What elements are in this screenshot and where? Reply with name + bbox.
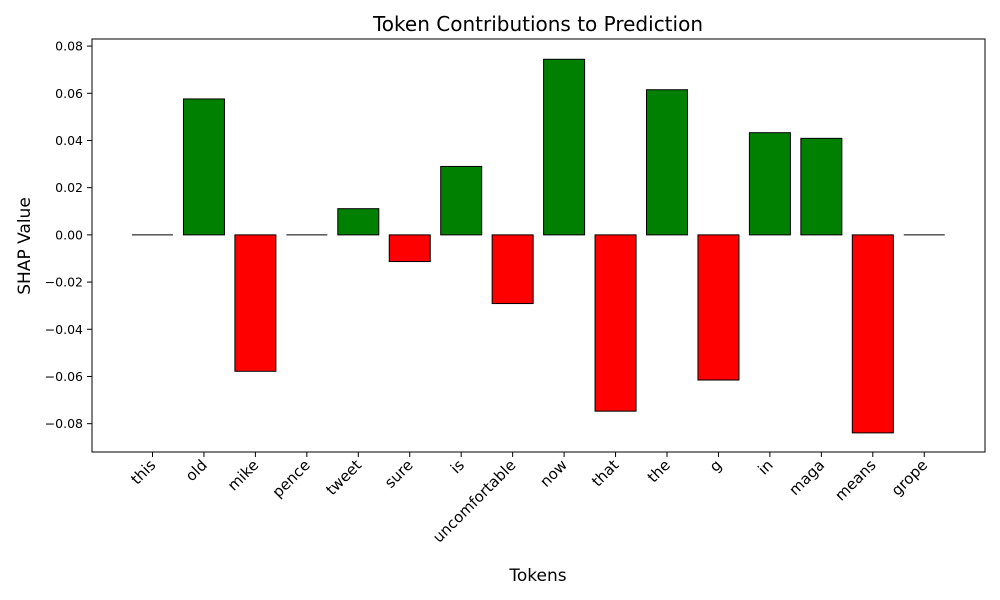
- x-tick-label-the: the: [644, 456, 674, 486]
- x-tick-label-maga: maga: [785, 456, 828, 499]
- x-tick-label-tweet: tweet: [322, 456, 365, 499]
- y-tick-label: 0.02: [55, 180, 83, 195]
- y-tick-label: 0.08: [55, 39, 83, 54]
- y-tick-label: 0.00: [55, 227, 83, 242]
- x-tick-label-pence: pence: [269, 456, 314, 501]
- x-tick-label-uncomfortable: uncomfortable: [429, 456, 519, 546]
- x-tick-label-sure: sure: [381, 456, 417, 492]
- bar-the: [646, 89, 688, 236]
- x-tick-label-is: is: [447, 456, 468, 477]
- bar-tweet: [337, 208, 380, 236]
- x-tick-label-in: in: [754, 456, 776, 478]
- bar-g: [697, 234, 740, 381]
- bar-mike: [234, 234, 277, 372]
- x-tick-label-mike: mike: [224, 456, 262, 494]
- x-tick-label-means: means: [831, 456, 879, 504]
- bar-means: [851, 234, 894, 434]
- y-axis-label: SHAP Value: [15, 197, 35, 295]
- bars-layer: [132, 58, 945, 434]
- chart-title: Token Contributions to Prediction: [372, 12, 703, 36]
- bar-sure: [388, 234, 431, 263]
- bar-in: [748, 132, 791, 236]
- y-tick-label: 0.06: [55, 86, 83, 101]
- y-tick-label: −0.02: [45, 275, 83, 290]
- y-tick-label: −0.04: [45, 322, 83, 337]
- x-tick-label-grope: grope: [888, 456, 931, 499]
- y-tick-label: −0.08: [45, 416, 83, 431]
- x-axis-ticks: this old mike pence tweet sure isuncomfortable…: [127, 452, 931, 546]
- x-tick-label-now: now: [536, 456, 571, 491]
- y-tick-label: 0.04: [55, 133, 83, 148]
- x-tick-label-that: that: [588, 456, 622, 490]
- x-tick-label-this: this: [127, 456, 159, 488]
- bar-uncomfortable: [491, 234, 534, 305]
- bar-that: [594, 234, 637, 412]
- bar-is: [440, 165, 483, 236]
- x-tick-label-old: old: [182, 456, 211, 485]
- x-tick-label-g: g: [706, 456, 725, 475]
- y-axis-ticks: −0.08 −0.06 −0.04 −0.02 0.00 0.02 0.04 0.06 0.08: [45, 39, 92, 431]
- y-tick-label: −0.06: [45, 369, 83, 384]
- bar-old: [182, 98, 225, 236]
- plot-frame: [91, 38, 986, 453]
- bar-now: [543, 58, 586, 236]
- x-axis-label: Tokens: [508, 566, 566, 586]
- bar-maga: [800, 137, 843, 236]
